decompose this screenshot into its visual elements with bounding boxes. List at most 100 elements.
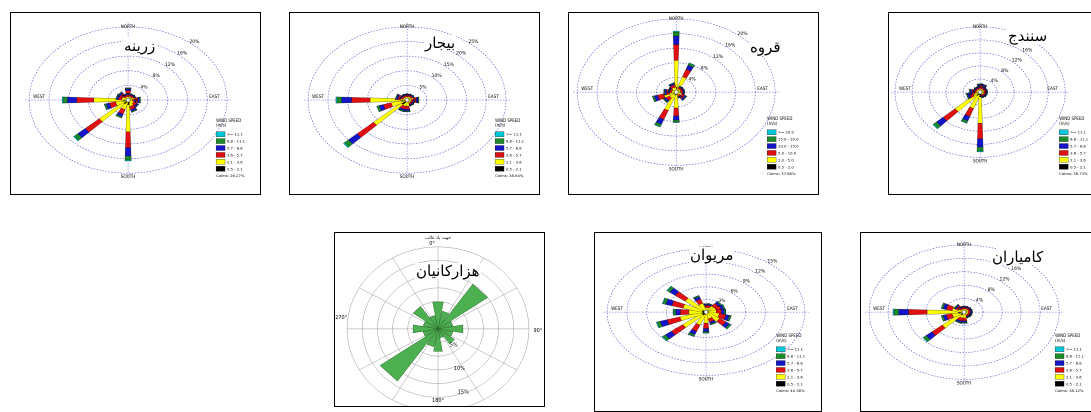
compass-north: NORTH: [669, 16, 684, 21]
petal-270-seg: [970, 89, 971, 95]
compass-south: SOUTH: [699, 376, 714, 381]
chart-title-qorveh: قروه: [749, 39, 782, 55]
legend-unit: (m/s): [495, 123, 506, 128]
calms-label: Calms: 26.27%: [216, 174, 245, 178]
ring-label: 16%: [1022, 47, 1033, 53]
ring-label: 8%: [701, 65, 709, 71]
petal-0-seg: [125, 91, 130, 94]
compass-south: SOUTH: [669, 166, 684, 171]
chart-title-kamyaran: کامیاران: [991, 249, 1044, 265]
calm-circle: [704, 310, 708, 314]
compass-west: WEST: [873, 306, 885, 311]
legend-swatch: [1055, 367, 1064, 372]
legend-swatch: [1055, 374, 1064, 379]
ring-label: 5%: [450, 343, 458, 349]
petal-180-seg: [978, 97, 982, 123]
petal-270-seg: [909, 309, 928, 314]
legend-label: 2.0 - 5.0: [778, 158, 794, 162]
legend-label: >= 11.1: [506, 133, 522, 137]
petal-180-seg: [673, 108, 678, 116]
ring-label: 9%: [743, 278, 751, 284]
legend-swatch: [767, 130, 776, 135]
legend-unit: (m/s): [1055, 338, 1066, 343]
legend-swatch: [495, 139, 504, 144]
legend-unit: (m/s): [776, 338, 787, 343]
legend-swatch: [1059, 157, 1068, 162]
petal-270-seg: [893, 309, 894, 315]
legend-swatch: [767, 157, 776, 162]
ring-label: 16%: [725, 42, 736, 48]
compass-east: EAST: [1041, 306, 1052, 311]
compass-west: 270°: [335, 315, 347, 321]
legend-swatch: [767, 137, 776, 142]
calms-label: Calms: 38.64%: [495, 174, 524, 178]
ring-label: 15%: [767, 259, 778, 265]
ring-label: 10%: [454, 366, 465, 372]
legend-swatch: [1055, 347, 1064, 352]
legend-label: 5.7 - 8.8: [227, 146, 243, 150]
compass-east: 90°: [533, 328, 542, 334]
legend-label: 5.7 - 8.8: [1066, 362, 1082, 366]
legend-swatch: [1059, 144, 1068, 149]
compass-east: EAST: [209, 94, 220, 99]
petal-270-seg: [665, 89, 667, 95]
petal-0-seg: [673, 32, 679, 36]
petal-270-seg: [63, 97, 67, 103]
compass-south: SOUTH: [957, 380, 972, 385]
petal-90-seg: [416, 97, 418, 103]
petal-180-seg: [977, 151, 983, 152]
petal-247.5-seg: [667, 317, 682, 325]
legend-label: >= 11.1: [1070, 131, 1086, 135]
legend-swatch: [776, 361, 785, 366]
petal-270-seg: [337, 97, 342, 103]
legend-label: 3.6 - 5.7: [227, 153, 243, 157]
petal-270-seg: [894, 309, 899, 315]
petal-45: [438, 284, 488, 329]
legend-swatch: [767, 164, 776, 169]
petal-0-seg: [125, 89, 131, 91]
ring-label: 8%: [1001, 68, 1009, 74]
compass-west: WEST: [33, 94, 45, 99]
legend-swatch: [216, 139, 225, 144]
petal-270-seg: [899, 309, 909, 315]
ring-label: 4%: [991, 78, 999, 84]
ring-label: 20%: [189, 39, 200, 45]
ring-label: 4%: [140, 85, 148, 91]
petal-180-seg: [977, 123, 982, 139]
legend-swatch: [776, 347, 785, 352]
ring-label: 8%: [153, 73, 161, 79]
ring-label: 16%: [177, 50, 188, 56]
compass-west: WEST: [581, 86, 593, 91]
legend-label: 5.0 - 10.0: [778, 151, 797, 155]
petal-270-seg: [352, 97, 371, 102]
petal-180-seg: [977, 139, 983, 147]
legend-label: 3.6 - 5.7: [506, 153, 522, 157]
legend-swatch: [495, 132, 504, 137]
petal-270-seg: [336, 97, 337, 103]
legend-swatch: [1059, 137, 1068, 142]
windrose-panel-marivan: NORTHSOUTHEASTWEST3%6%9%12%15%WIND SPEED…: [594, 232, 822, 412]
legend-swatch: [216, 152, 225, 157]
legend-label: 0.5 - 2.1: [787, 382, 803, 386]
legend-label: >= 11.1: [1066, 348, 1082, 352]
legend-label: 3.6 - 5.7: [1070, 151, 1086, 155]
legend-label: 2.1 - 3.6: [787, 375, 803, 379]
calm-circle: [978, 90, 982, 94]
legend-label: >= 11.1: [227, 133, 243, 137]
legend-swatch: [1059, 164, 1068, 169]
compass-south: SOUTH: [973, 158, 988, 163]
petal-270-seg: [62, 97, 63, 103]
legend-label: 0.5 - 2.1: [506, 167, 522, 171]
compass-east: EAST: [488, 94, 499, 99]
compass-east: EAST: [757, 86, 768, 91]
ring-label: 15%: [458, 390, 469, 396]
ring-label: 12%: [165, 62, 176, 68]
chart-title-zarrineh: زرینه: [123, 38, 156, 54]
legend-swatch: [495, 146, 504, 151]
